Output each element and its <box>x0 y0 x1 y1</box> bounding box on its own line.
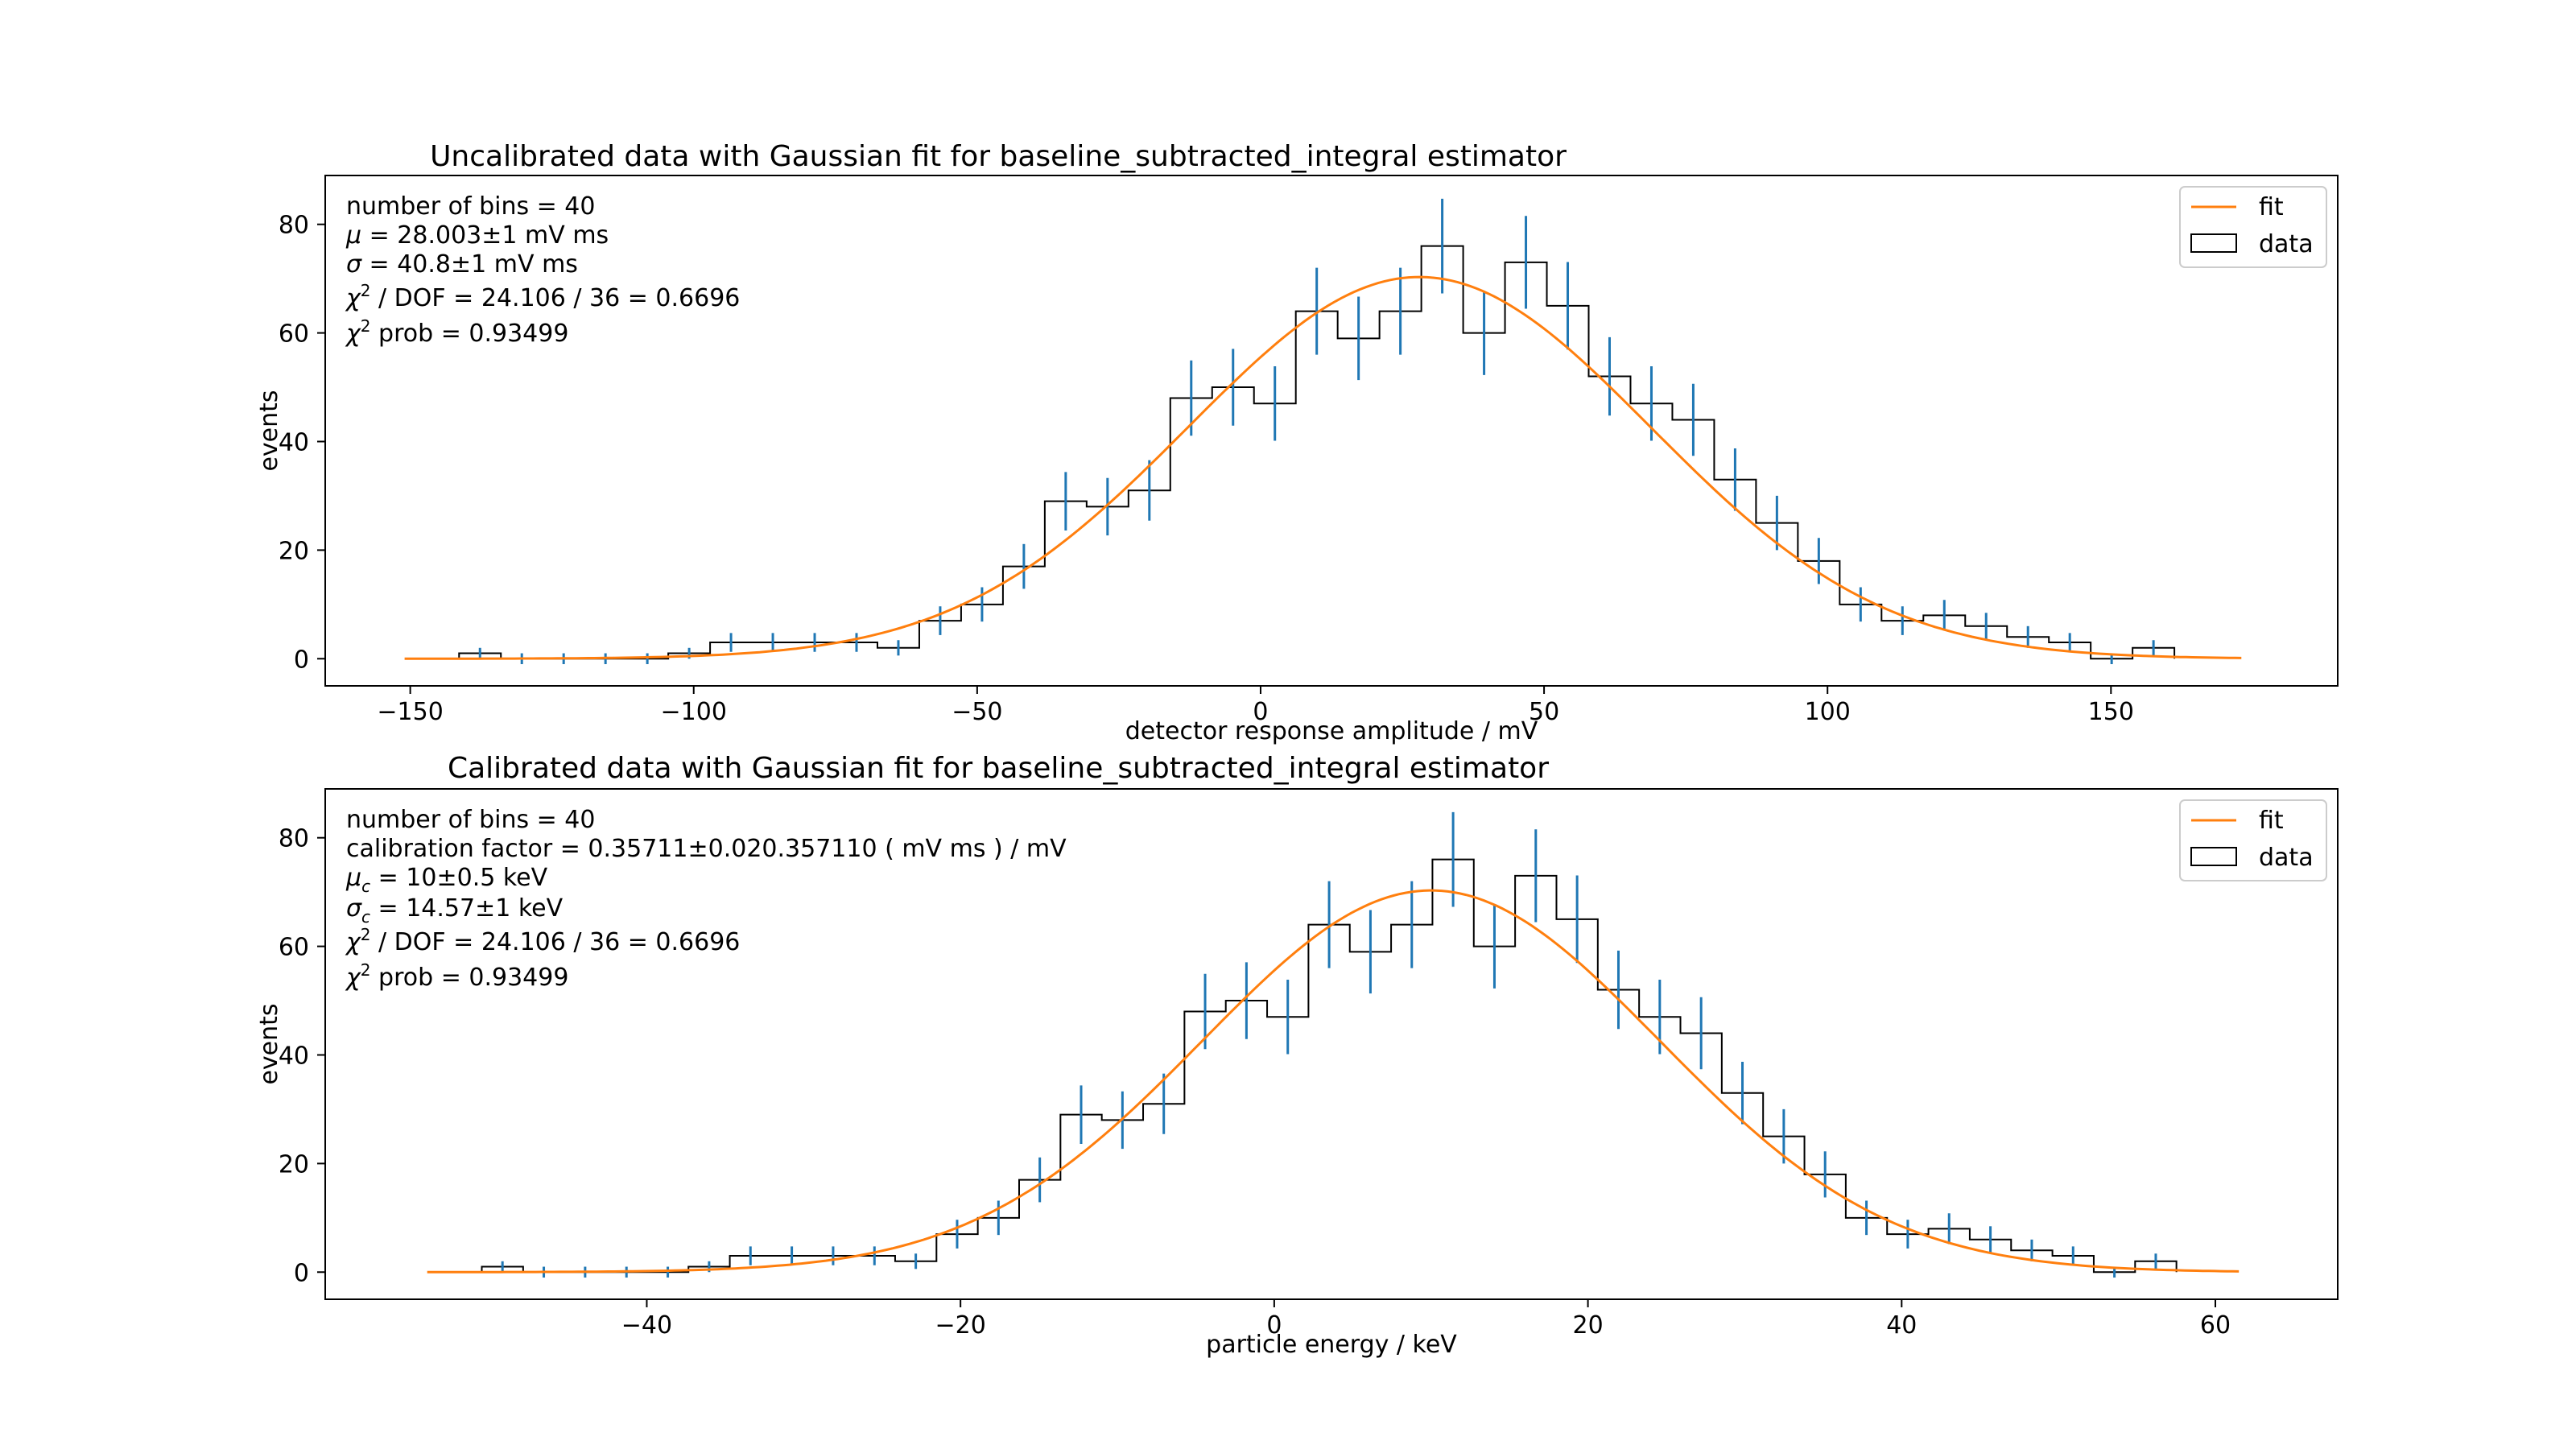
annotation-calibration-factor: calibration factor = 0.35711±0.020.35711… <box>346 835 1067 863</box>
fit-curve <box>427 889 2240 1274</box>
chart-title: Calibrated data with Gaussian fit for ba… <box>448 752 1549 785</box>
plot-area: −40 −20 0 20 40 60 0 20 40 60 80 <box>279 811 2240 1340</box>
chart-title: Uncalibrated data with Gaussian fit for … <box>430 140 1567 173</box>
x-tick-label: −100 <box>661 698 727 726</box>
legend-data-swatch <box>2190 233 2237 253</box>
x-axis-label: particle energy / keV <box>1206 1331 1457 1359</box>
y-tick-label: 80 <box>279 212 309 240</box>
x-tick-label: −20 <box>935 1311 986 1340</box>
x-tick-label: 20 <box>1572 1311 1603 1340</box>
x-tick-label: 40 <box>1886 1311 1917 1340</box>
legend-fit-label: fit <box>2259 193 2284 221</box>
legend: fit data <box>2179 186 2327 268</box>
x-tick-label: 150 <box>2088 698 2134 726</box>
annotation-bins: number of bins = 40 <box>346 192 595 221</box>
x-tick-label: −150 <box>377 698 443 726</box>
stats-annotation: number of bins = 40 μ = 28.003±1 mV ms σ… <box>345 192 740 348</box>
y-tick-label: 0 <box>294 1259 309 1287</box>
y-tick-label: 80 <box>279 825 309 853</box>
y-tick-label: 20 <box>279 1150 309 1179</box>
y-tick-label: 40 <box>279 428 309 456</box>
x-tick-label: −50 <box>952 698 1002 726</box>
plot-area: −150 −100 −50 0 50 100 150 0 20 40 60 80 <box>279 198 2242 726</box>
x-tick-label: 0 <box>1253 698 1268 726</box>
x-tick-label: 0 <box>1266 1311 1282 1340</box>
legend-data-label: data <box>2259 230 2314 258</box>
chart-panel-calibrated: Calibrated data with Gaussian fit for ba… <box>255 752 2339 1359</box>
annotation-chi2-prob: χ2 prob = 0.93499 <box>345 960 568 992</box>
legend-fit-label: fit <box>2259 807 2284 835</box>
annotation-mu: μ = 28.003±1 mV ms <box>345 221 609 250</box>
annotation-mu-c: μc = 10±0.5 keV <box>345 864 548 896</box>
annotation-chi2-dof: χ2 / DOF = 24.106 / 36 = 0.6696 <box>345 281 740 312</box>
y-tick-label: 0 <box>294 646 309 674</box>
chart-panel-uncalibrated: Uncalibrated data with Gaussian fit for … <box>255 140 2339 745</box>
annotation-sigma-c: σc = 14.57±1 keV <box>346 894 564 927</box>
legend-data-label: data <box>2259 844 2314 872</box>
x-tick-label: −40 <box>621 1311 672 1340</box>
histogram-data <box>481 858 2178 1274</box>
y-axis-label: events <box>255 1003 283 1084</box>
annotation-chi2-prob: χ2 prob = 0.93499 <box>345 316 568 348</box>
y-axis-label: events <box>255 390 283 471</box>
plot-frame <box>324 788 2339 1300</box>
y-tick-label: 20 <box>279 537 309 565</box>
annotation-chi2-dof: χ2 / DOF = 24.106 / 36 = 0.6696 <box>345 925 740 956</box>
y-tick-label: 40 <box>279 1042 309 1070</box>
annotation-sigma: σ = 40.8±1 mV ms <box>346 250 578 279</box>
x-tick-label: 100 <box>1805 698 1851 726</box>
x-tick-label: 50 <box>1529 698 1559 726</box>
plot-frame <box>324 175 2339 687</box>
stats-annotation: number of bins = 40 calibration factor =… <box>345 806 1067 992</box>
annotation-bins: number of bins = 40 <box>346 806 595 834</box>
legend: fit data <box>2179 799 2327 881</box>
x-tick-label: 60 <box>2200 1311 2231 1340</box>
x-axis-label: detector response amplitude / mV <box>1125 717 1538 745</box>
y-tick-label: 60 <box>279 934 309 962</box>
fit-curve <box>404 275 2242 660</box>
legend-data-swatch <box>2190 847 2237 866</box>
y-tick-label: 60 <box>279 320 309 349</box>
histogram-data <box>458 245 2176 660</box>
